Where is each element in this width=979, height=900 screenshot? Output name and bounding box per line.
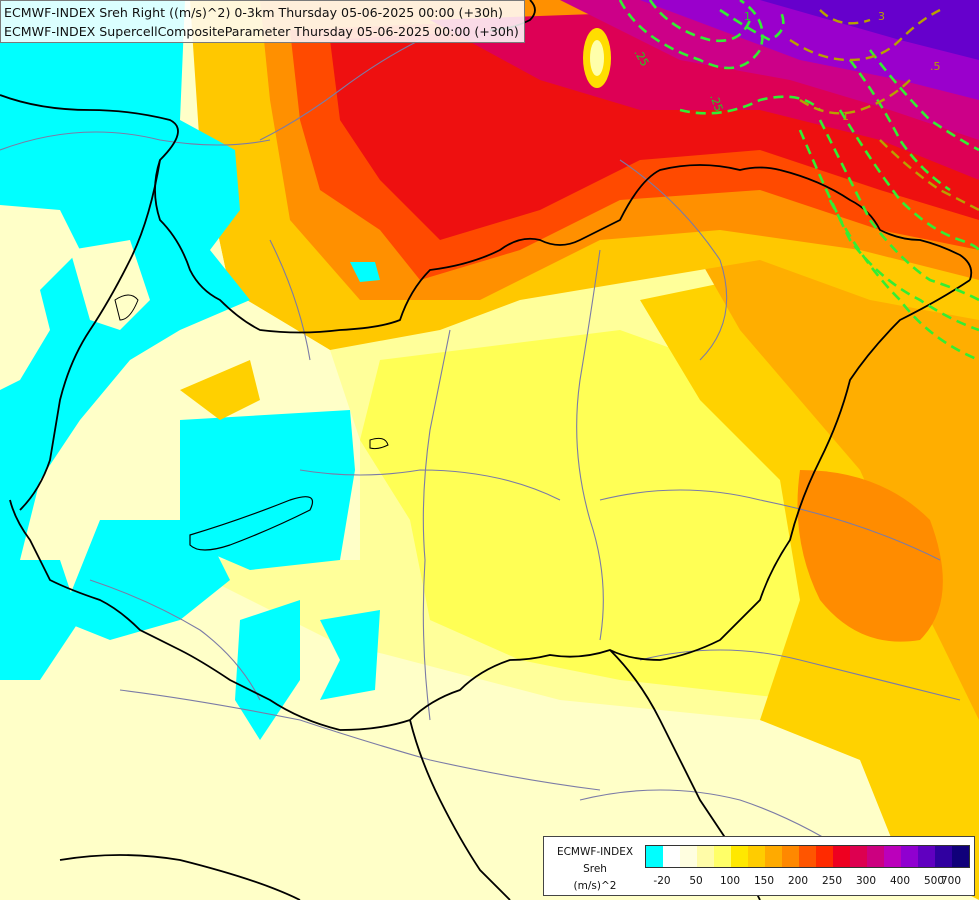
scp-contour-5 [818,119,979,302]
legend-tick: 150 [753,875,775,887]
legend-swatch [646,846,663,867]
legend-swatch [867,846,884,867]
river-4 [599,489,941,561]
legend-tick: 700 [940,875,962,887]
lake-balaton [189,496,314,551]
legend-swatch [935,846,952,867]
legend-tick: 500 [923,875,945,887]
legend-color-bar [645,845,970,868]
scp-contours [618,0,979,362]
legend-unit: (m/s)^2 [573,880,617,892]
river-9 [89,579,261,701]
orange-field-east [700,200,979,720]
river-5 [639,649,961,701]
scp-contour-alt-2 [799,79,911,115]
legend-swatch [663,846,680,867]
legend-tick: 50 [689,875,703,887]
river-1 [0,131,271,151]
title-line-sreh: ECMWF-INDEX Sreh Right ((m/s)^2) 0-3km T… [4,5,503,20]
legend-swatch [714,846,731,867]
scp-contour-6 [838,109,979,251]
legend-swatch [952,846,969,867]
legend-swatch [748,846,765,867]
legend-swatch [918,846,935,867]
legend-swatch [884,846,901,867]
legend-tick: 400 [889,875,911,887]
scp-contour-alt-3 [879,139,979,212]
orange-core-east [797,470,943,642]
legend-swatch [697,846,714,867]
legend-title: ECMWF-INDEX [556,846,634,858]
lake-neusiedl [114,294,139,321]
orange-patch-west [180,360,260,420]
lake-small [369,437,389,450]
border-serbia-bosnia [409,719,511,900]
river-8 [269,239,311,361]
scp-contour-3 [679,95,821,115]
legend-swatch [850,846,867,867]
river-7 [619,159,728,361]
cyan-field-south [235,600,300,740]
river-2 [259,39,421,141]
river-tisza [576,249,604,641]
legend-variable: Sreh [583,863,607,875]
border-bosnia [59,854,301,900]
border-northeast [779,169,973,281]
border-austria-slovenia [19,159,161,511]
border-hungary-south [339,279,971,731]
scp-contour-alt-4 [819,9,871,25]
river-sava [119,689,601,791]
legend-swatch [782,846,799,867]
violet-field [760,0,979,60]
contour-label: 1 [744,10,751,23]
legend-tick-labels: -20 50 100 150 200 250 300 400 500 700 [645,875,975,889]
legend-swatch [680,846,697,867]
title-line-scp: ECMWF-INDEX SupercellCompositeParameter … [4,24,519,39]
legend-swatch [799,846,816,867]
cyan-field-central [180,410,355,570]
legend-tick: -20 [653,875,671,887]
legend-swatch [901,846,918,867]
scp-contour-alt-1 [789,8,941,62]
color-legend: ECMWF-INDEX Sreh (m/s)^2 -20 50 100 150 200 2… [543,836,975,896]
scp-contour-4 [798,129,979,332]
scp-contour-1 [618,0,764,70]
legend-swatch [816,846,833,867]
scp-contour-2 [648,0,752,43]
cyan-speck [350,262,380,282]
scp-contour-7 [828,199,979,362]
legend-tick: 250 [821,875,843,887]
cyan-field-south-2 [320,610,380,700]
contour-label: .25 [707,93,725,114]
border-croatia [9,499,341,731]
cyan-field-southwest [60,520,230,640]
map-title-box: ECMWF-INDEX Sreh Right ((m/s)^2) 0-3km T… [0,0,525,43]
legend-swatch [731,846,748,867]
cyan-field-west-edge [0,560,80,680]
legend-tick: 200 [787,875,809,887]
scp-contours-alt [789,8,979,212]
contour-label: 3 [878,10,885,23]
legend-tick: 300 [855,875,877,887]
legend-swatch [765,846,782,867]
river-3 [299,469,561,501]
border-north [0,94,781,334]
rivers [0,39,961,861]
pale-patch-west-2 [70,240,150,330]
scp-contour-10 [719,8,785,42]
legend-swatch [833,846,850,867]
legend-tick: 100 [719,875,741,887]
yellow-spot-core [590,40,604,76]
pale-patch-west [0,205,80,390]
contour-label: .5 [930,60,941,73]
scp-contour-9 [868,49,979,152]
river-danube [422,329,451,721]
contour-label: 1 [842,110,849,123]
